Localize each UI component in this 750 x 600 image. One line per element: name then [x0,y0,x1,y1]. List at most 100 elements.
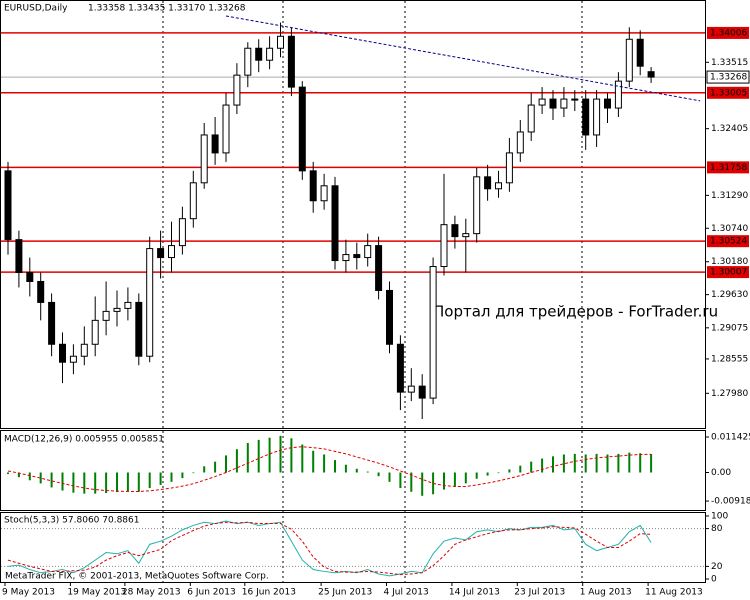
macd-bar [628,452,631,473]
candle-body [516,131,524,154]
candle-body [59,343,66,363]
candle-body [80,343,88,357]
macd-bar [508,469,511,473]
level-label: 1.30524 [710,237,747,247]
candle-body [571,98,579,101]
macd-bar [552,456,554,473]
candle-body [168,245,175,259]
macd-bar [246,442,249,473]
last-price-box [706,70,750,84]
candle-body [15,239,23,274]
macd-bar [39,472,42,484]
macd-bar [312,450,315,473]
candle-body [298,86,306,172]
macd-bar [17,472,20,478]
y-tick-label: 20 [711,562,723,572]
macd-bar [410,472,413,492]
x-tick-label: 4 Jul 2013 [384,588,429,598]
macd-bar [453,472,456,487]
macd-bar [203,466,206,473]
macd-title: MACD(12,26,9) 0.005955 0.005851 [4,435,164,445]
candle-body [396,343,404,393]
macd-bar [7,472,9,475]
candle-body [473,176,481,235]
candle-body [48,301,56,345]
watermark: Портал для трейдеров - ForTrader.ru [433,303,718,321]
y-tick-label: 1.30180 [711,257,748,267]
macd-bar [519,465,522,473]
y-tick-label: 1.32405 [711,124,748,134]
macd-bar [225,455,227,473]
candle-body [342,254,350,262]
macd-bar [344,464,347,473]
candle-body [266,47,274,61]
y-tick-label: 1.33515 [711,58,748,68]
macd-bar [50,472,53,488]
macd-bar [235,449,238,473]
trendline [225,15,701,102]
x-tick-label: 14 Jul 2013 [449,588,500,598]
stoch-panel-frame [0,512,706,583]
candle-body [69,355,77,363]
candle-body [462,233,470,238]
y-tick-label: 0.011425 [711,433,750,443]
candle-body [484,176,492,190]
candle-body [538,98,546,106]
macd-bar [105,472,108,494]
macd-bar [497,472,500,474]
macd-bar [606,454,609,473]
macd-bar [355,468,358,473]
macd-bar [573,453,576,473]
y-tick-label: -0.009187 [711,497,750,507]
macd-bar [214,461,217,473]
macd-bar [595,453,598,473]
macd-bar [323,454,326,473]
y-tick-label: 1.27980 [711,389,748,399]
candle-body [189,182,197,220]
y-tick-label: 1.28555 [711,354,748,364]
x-tick-label: 1 Aug 2013 [580,588,632,598]
level-label: 1.34006 [710,28,747,38]
candle-body [277,35,284,49]
candle-body [233,74,241,106]
candle-body [614,80,622,109]
macd-bar [181,472,184,479]
candle-body [625,38,633,82]
candle-body [4,170,12,241]
candle-body [91,319,99,345]
level-label: 1.31758 [710,163,747,173]
macd-bar [562,454,565,473]
x-tick-label: 23 Jul 2013 [514,588,565,598]
macd-bar [541,458,544,473]
candle-body [124,301,132,309]
candle-body [636,38,644,67]
macd-bar [530,461,533,473]
x-tick-label: 19 May 2013 [67,588,126,598]
level-label-box [707,26,749,39]
y-tick-label: 0.00 [711,468,731,478]
macd-bar [334,460,336,473]
candle-body [157,248,165,259]
macd-bar [148,472,151,489]
candle-body [505,152,513,184]
macd-bar [83,472,86,494]
macd-bar [279,435,282,473]
macd-signal-line [7,446,652,492]
level-label-box [707,161,749,174]
macd-bar [388,472,391,482]
candle-body [320,185,328,202]
macd-bar [617,453,620,473]
macd-bar [170,472,173,482]
candle-body [200,134,208,184]
stoch-signal-line [7,521,652,576]
macd-bar [192,472,195,474]
x-tick-label: 9 May 2013 [2,588,55,598]
macd-bar [639,453,642,473]
last-price-label: 1.33268 [710,73,747,83]
candle-body [146,248,154,357]
macd-bar [126,472,129,492]
candle-body [549,98,557,109]
level-label-box [707,86,749,99]
macd-bar [268,437,271,473]
